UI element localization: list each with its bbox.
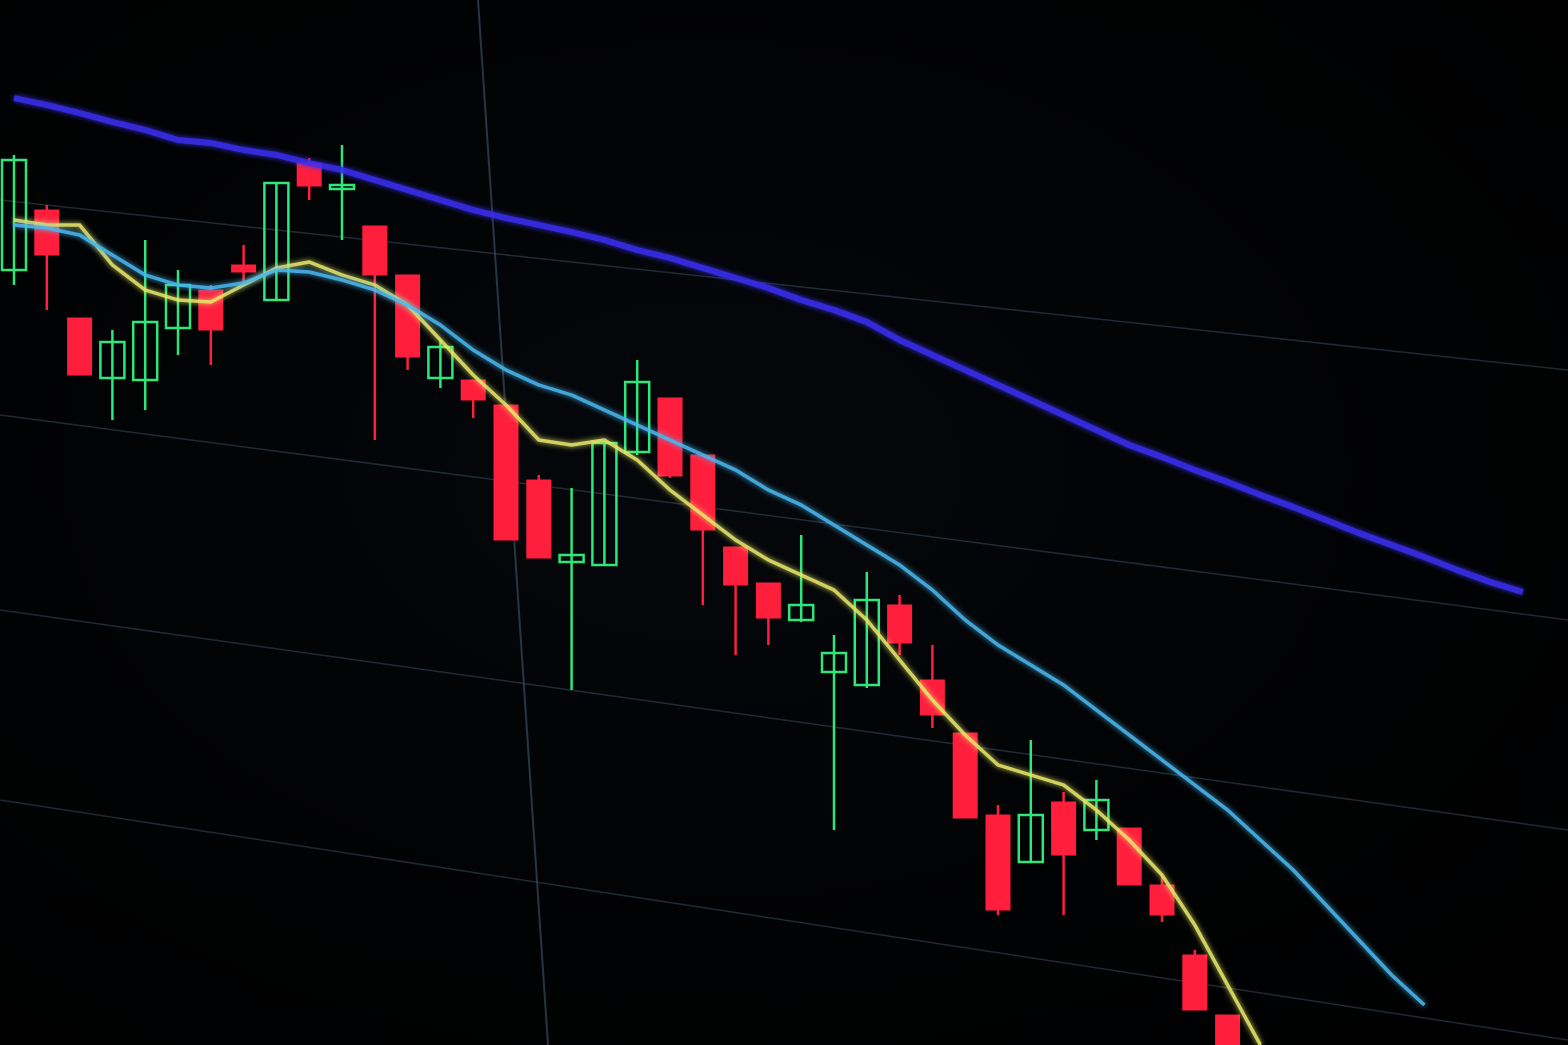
- candle-body: [853, 598, 881, 687]
- candle-body: [0, 158, 28, 272]
- candle-down: [1051, 792, 1077, 915]
- candle-down: [952, 732, 978, 819]
- candle-down: [1149, 875, 1175, 922]
- candle-up: [99, 330, 126, 420]
- candle-up: [1017, 740, 1045, 864]
- candle-up: [558, 488, 585, 690]
- candle-down: [1182, 950, 1208, 1011]
- candle-body: [623, 380, 651, 454]
- candle-up: [328, 145, 356, 240]
- candle-body: [787, 603, 815, 622]
- candle-up: [131, 240, 159, 410]
- candle-down: [985, 805, 1011, 915]
- candle-up: [787, 535, 815, 622]
- candle-down: [34, 205, 60, 310]
- candle-body: [952, 732, 978, 819]
- grid-line: [0, 199, 1568, 371]
- candle-up: [853, 572, 881, 688]
- candle-down: [395, 274, 421, 370]
- candle-body: [328, 183, 356, 191]
- candle-body: [558, 553, 585, 564]
- candle-down: [887, 595, 913, 655]
- candle-body: [427, 345, 454, 380]
- grid-line: [0, 799, 1568, 1041]
- moving-average-lines: [13, 95, 1524, 1045]
- candle-body: [34, 209, 60, 256]
- candle-body: [755, 582, 781, 619]
- candle-body: [1215, 1014, 1241, 1045]
- candle-up: [263, 181, 290, 302]
- candle-body: [820, 651, 848, 674]
- candle-body: [887, 604, 913, 644]
- moving-average-line: [13, 218, 1262, 1045]
- candle-body: [231, 264, 257, 273]
- candle-up: [820, 635, 848, 830]
- candle-down: [1215, 1014, 1241, 1045]
- candle-body: [1083, 798, 1110, 832]
- candle-body: [493, 404, 519, 541]
- candle-body: [526, 479, 552, 559]
- candle-down: [231, 245, 257, 285]
- moving-average-line: [13, 95, 1524, 595]
- grid-line: [0, 414, 1568, 621]
- candle-body: [723, 546, 749, 586]
- candle-body: [460, 379, 486, 401]
- candle-body: [362, 225, 388, 276]
- grid-line: [0, 609, 1568, 831]
- candle-down: [67, 317, 93, 376]
- candle-up: [591, 441, 618, 567]
- candle-body: [1116, 827, 1142, 886]
- candle-down: [1116, 827, 1142, 886]
- candle-up: [427, 340, 454, 388]
- candle-down: [493, 404, 519, 541]
- candle-body: [985, 814, 1011, 911]
- candle-body: [131, 320, 159, 382]
- candle-body: [67, 317, 93, 376]
- candle-down: [460, 379, 486, 418]
- candle-down: [526, 475, 552, 559]
- candle-down: [919, 645, 945, 728]
- candle-body: [591, 441, 618, 567]
- candle-body: [1017, 813, 1045, 864]
- candle-body: [263, 181, 290, 302]
- candle-up: [623, 360, 651, 455]
- candle-down: [723, 546, 749, 655]
- moving-average-line: [13, 223, 1426, 1007]
- candles: [0, 145, 1241, 1045]
- candle-down: [362, 225, 388, 440]
- candle-body: [690, 454, 716, 531]
- candle-down: [755, 582, 781, 645]
- candle-body: [99, 340, 126, 380]
- candle-body: [1182, 954, 1208, 1011]
- candle-down: [690, 454, 716, 605]
- candle-body: [1051, 801, 1077, 856]
